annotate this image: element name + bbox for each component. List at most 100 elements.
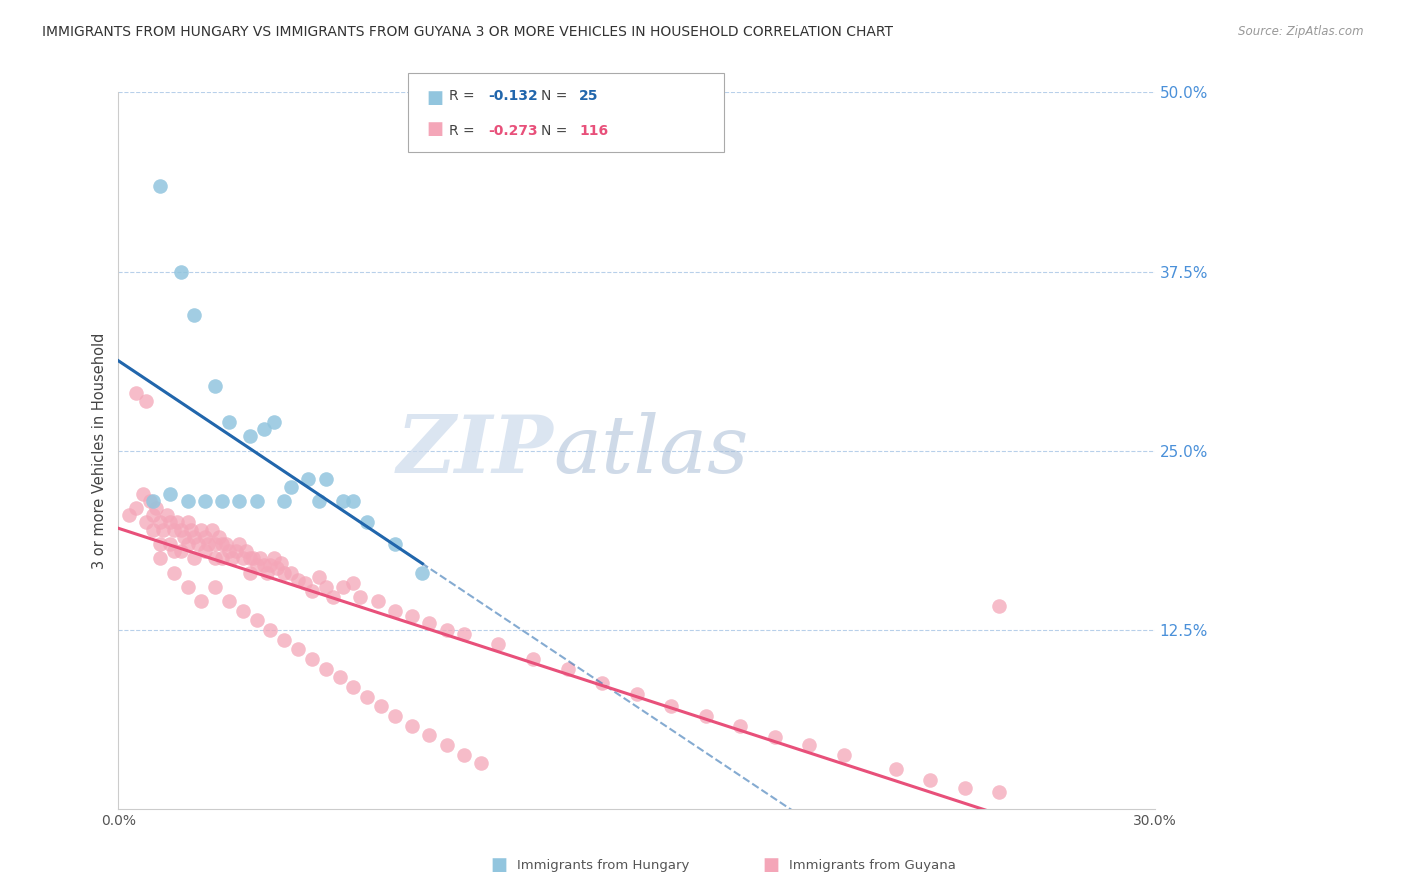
Point (988, 785, 1011, 799)
Point (225, 544, 247, 558)
Text: IMMIGRANTS FROM HUNGARY VS IMMIGRANTS FROM GUYANA 3 OR MORE VEHICLES IN HOUSEHOL: IMMIGRANTS FROM HUNGARY VS IMMIGRANTS FR… (42, 25, 893, 39)
Point (367, 594, 389, 608)
Point (246, 613, 269, 627)
Point (297, 472, 319, 486)
Point (142, 494, 165, 508)
Point (232, 604, 254, 618)
Point (273, 632, 295, 647)
Point (470, 756, 492, 771)
Text: R =: R = (449, 124, 474, 138)
Point (194, 530, 217, 544)
Y-axis label: 3 or more Vehicles in Household: 3 or more Vehicles in Household (93, 333, 107, 569)
Point (214, 537, 236, 551)
Point (401, 608, 423, 623)
Point (138, 494, 160, 508)
Point (163, 544, 186, 558)
Point (301, 651, 323, 665)
Point (183, 308, 205, 322)
Point (273, 566, 295, 580)
Point (308, 570, 330, 584)
Point (194, 494, 217, 508)
Point (591, 676, 613, 690)
Point (163, 566, 186, 580)
Point (156, 508, 179, 523)
Point (315, 662, 337, 676)
Point (190, 523, 212, 537)
Point (201, 523, 224, 537)
Point (332, 494, 354, 508)
Point (239, 566, 262, 580)
Point (436, 623, 458, 637)
Point (221, 551, 243, 566)
Point (166, 516, 188, 530)
Point (280, 566, 302, 580)
Text: N =: N = (541, 89, 568, 103)
Point (252, 558, 274, 573)
Point (263, 415, 285, 429)
Point (246, 558, 269, 573)
Point (763, 731, 786, 745)
Point (152, 523, 174, 537)
Point (384, 537, 406, 551)
Point (953, 780, 976, 795)
Point (453, 747, 475, 762)
Point (169, 523, 191, 537)
Point (149, 178, 172, 193)
Point (301, 584, 323, 599)
Point (328, 670, 350, 684)
Point (211, 551, 233, 566)
Text: ■: ■ (426, 120, 443, 138)
Text: ■: ■ (491, 856, 508, 874)
Point (239, 551, 262, 566)
Point (183, 530, 205, 544)
Text: 25: 25 (579, 89, 599, 103)
Point (988, 599, 1011, 613)
Point (453, 627, 475, 641)
Point (211, 537, 233, 551)
Point (249, 551, 271, 566)
Point (294, 575, 316, 590)
Point (557, 662, 579, 676)
Text: ■: ■ (426, 89, 443, 107)
Point (232, 551, 254, 566)
Text: 116: 116 (579, 124, 609, 138)
Point (176, 537, 198, 551)
Point (273, 494, 295, 508)
Point (270, 556, 292, 570)
Point (730, 719, 752, 733)
Point (356, 690, 378, 705)
Point (169, 264, 191, 278)
Point (149, 551, 172, 566)
Point (183, 551, 205, 566)
Point (659, 698, 682, 713)
Point (159, 537, 181, 551)
Point (256, 566, 278, 580)
Point (242, 551, 264, 566)
Point (356, 516, 378, 530)
Text: N =: N = (541, 124, 568, 138)
Point (211, 494, 233, 508)
Point (418, 727, 440, 741)
Point (280, 479, 302, 493)
Point (145, 501, 167, 516)
Point (131, 487, 153, 501)
Point (384, 709, 406, 723)
Text: Source: ZipAtlas.com: Source: ZipAtlas.com (1239, 25, 1364, 38)
Point (204, 379, 226, 393)
Point (522, 651, 544, 665)
Point (197, 537, 219, 551)
Point (228, 537, 250, 551)
Point (169, 544, 191, 558)
Point (176, 580, 198, 594)
Point (342, 575, 364, 590)
Text: Immigrants from Hungary: Immigrants from Hungary (517, 859, 690, 871)
Text: -0.132: -0.132 (488, 89, 537, 103)
Point (401, 719, 423, 733)
Point (263, 551, 285, 566)
Point (228, 494, 250, 508)
Point (204, 580, 226, 594)
Point (832, 747, 855, 762)
Point (436, 738, 458, 752)
Point (142, 523, 165, 537)
Text: ■: ■ (762, 856, 779, 874)
